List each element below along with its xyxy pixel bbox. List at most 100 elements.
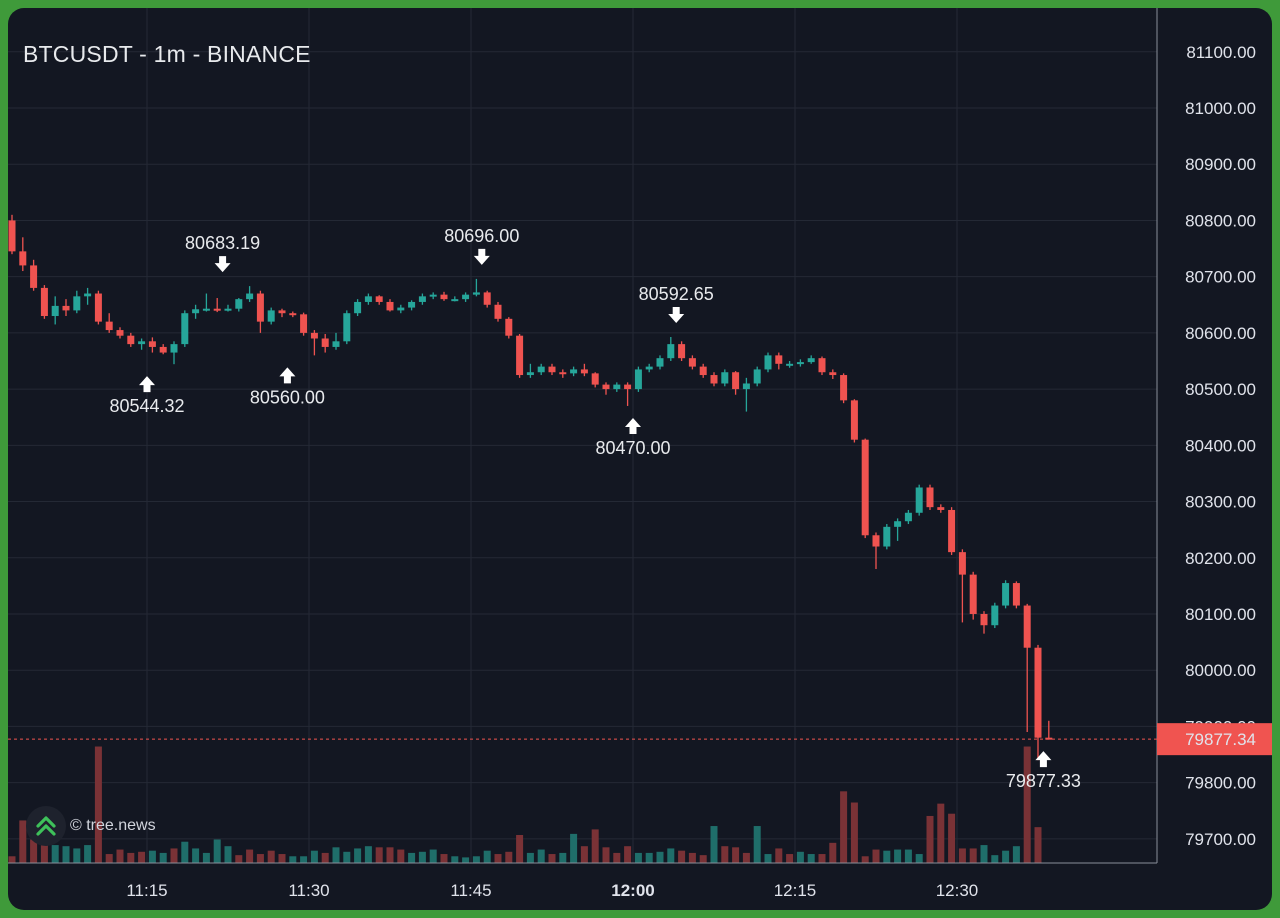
candle[interactable] [170,341,178,365]
candle[interactable] [105,313,113,333]
volume-bar [192,848,200,863]
candle[interactable] [300,312,308,336]
candle[interactable] [138,338,146,350]
candle[interactable] [796,359,804,367]
candle[interactable] [602,382,610,395]
candle[interactable] [267,307,275,325]
candle[interactable] [94,290,102,325]
candle[interactable] [1012,581,1020,609]
candle[interactable] [559,369,567,378]
candle[interactable] [645,363,653,373]
candle[interactable] [19,237,27,272]
candle[interactable] [688,355,696,370]
candle[interactable] [1023,603,1031,733]
candle[interactable] [148,337,156,353]
candle[interactable] [256,290,264,333]
candle[interactable] [354,299,362,317]
candle[interactable] [807,355,815,364]
candle[interactable] [894,518,902,541]
candle[interactable] [483,290,491,308]
candle[interactable] [289,311,297,318]
candle[interactable] [192,304,200,319]
candle-body [343,313,351,342]
candle[interactable] [8,214,16,255]
candle[interactable] [991,602,999,629]
candle[interactable] [764,352,772,373]
candle[interactable] [1034,644,1042,761]
candle[interactable] [840,373,848,404]
candle[interactable] [375,295,383,305]
candle[interactable] [418,293,426,305]
candle[interactable] [224,304,232,312]
candle[interactable] [181,310,189,347]
candle[interactable] [818,356,826,376]
candle[interactable] [829,369,837,379]
candle[interactable] [451,296,459,302]
candle[interactable] [958,549,966,623]
candle[interactable] [84,287,92,305]
candle[interactable] [159,344,167,355]
candle[interactable] [516,334,524,378]
candle[interactable] [904,509,912,525]
candle[interactable] [408,300,416,311]
candle[interactable] [462,292,470,302]
candle[interactable] [116,327,124,339]
candle[interactable] [656,355,664,370]
candle[interactable] [732,371,740,395]
candle[interactable] [861,438,869,539]
candle[interactable] [915,484,923,516]
candle[interactable] [364,293,372,305]
candle[interactable] [494,301,502,322]
candle[interactable] [872,532,880,570]
candle[interactable] [321,334,329,353]
candle[interactable] [40,285,48,319]
candle[interactable] [440,291,448,301]
candle[interactable] [343,310,351,345]
candle[interactable] [386,299,394,312]
candle[interactable] [1002,580,1010,609]
candle[interactable] [624,382,632,406]
candle[interactable] [278,308,286,318]
candle[interactable] [634,366,642,392]
candle[interactable] [397,304,405,314]
candle[interactable] [202,293,210,312]
candle[interactable] [742,377,750,412]
candle[interactable] [62,299,70,317]
candle[interactable] [786,360,794,368]
candle[interactable] [570,366,578,377]
candle[interactable] [969,571,977,620]
candle[interactable] [332,332,340,350]
candle[interactable] [51,296,59,325]
candle[interactable] [127,332,135,347]
candle[interactable] [73,290,81,314]
candle[interactable] [937,504,945,513]
candle[interactable] [613,382,621,392]
candle[interactable] [926,484,934,510]
candle[interactable] [505,317,513,339]
candle[interactable] [667,337,675,361]
candle[interactable] [721,369,729,387]
candle[interactable] [537,363,545,376]
candle[interactable] [548,363,556,376]
candle[interactable] [472,278,480,297]
candle[interactable] [850,399,858,443]
candle[interactable] [429,292,437,300]
candle[interactable] [213,298,221,313]
candle[interactable] [526,363,534,378]
candle[interactable] [235,298,243,312]
candle[interactable] [753,366,761,387]
candle[interactable] [30,259,38,291]
candle[interactable] [580,363,588,377]
candle[interactable] [699,363,707,378]
candle[interactable] [980,611,988,634]
candle[interactable] [775,352,783,370]
candle[interactable] [948,507,956,555]
price-chart[interactable]: 80683.19 80544.32 80560.00 80696.00 80592.65… [8,8,1272,910]
candle[interactable] [310,330,318,356]
candle[interactable] [246,286,254,302]
candle[interactable] [710,372,718,387]
candle[interactable] [591,372,599,388]
candle[interactable] [883,524,891,550]
candle[interactable] [678,341,686,361]
candle[interactable] [1045,720,1053,740]
